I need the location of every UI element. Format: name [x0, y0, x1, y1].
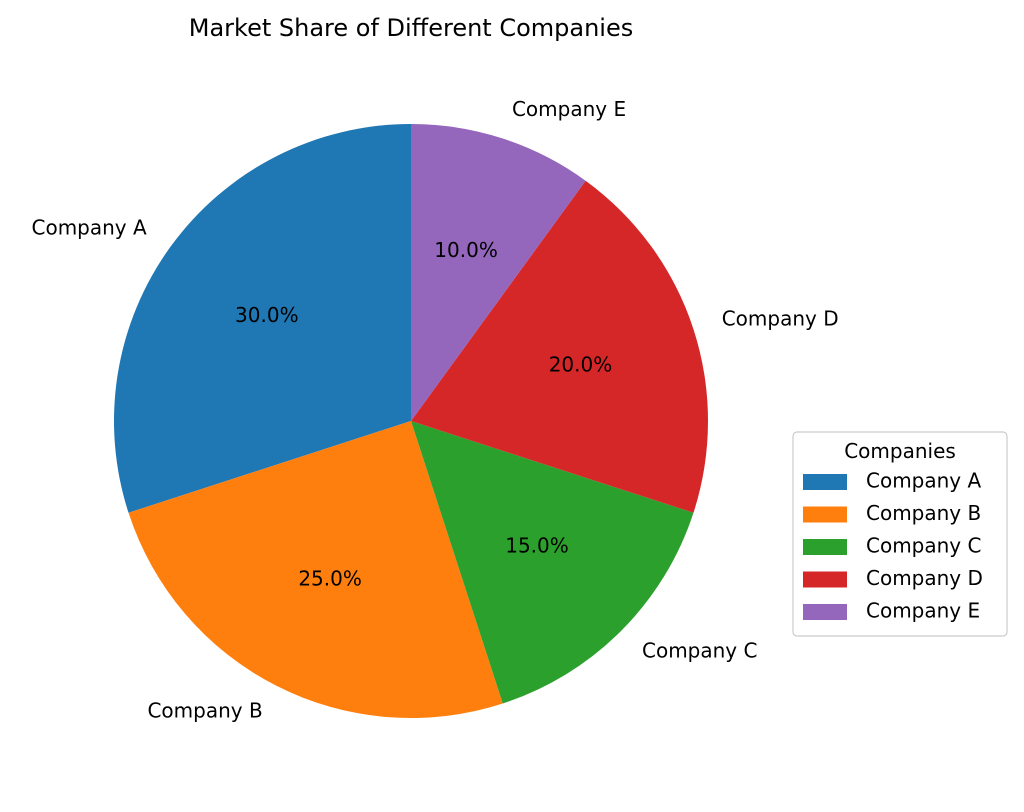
- legend-swatch-company-e: [803, 604, 847, 620]
- percent-labels: 30.0% 25.0% 15.0% 20.0% 10.0%: [235, 238, 612, 590]
- pie-slice-company-e: [411, 123, 586, 421]
- percent-label-company-c: 15.0%: [505, 534, 569, 558]
- legend-label-company-b: Company B: [866, 501, 981, 525]
- legend-items: Company A Company B Company C Company D Comp…: [803, 469, 983, 623]
- legend-label-company-e: Company E: [866, 599, 980, 623]
- slice-label-company-c: Company C: [642, 639, 757, 663]
- pie-slices: [113, 123, 708, 718]
- legend-swatch-company-d: [803, 571, 847, 588]
- legend-swatch-company-c: [803, 539, 847, 555]
- legend-label-company-c: Company C: [866, 534, 981, 558]
- percent-label-company-a: 30.0%: [235, 303, 299, 327]
- slice-label-company-e: Company E: [512, 97, 626, 121]
- percent-label-company-e: 10.0%: [434, 238, 498, 262]
- legend-label-company-d: Company D: [866, 566, 983, 590]
- pie-slice-company-a: [113, 124, 412, 513]
- slice-label-company-a: Company A: [32, 215, 148, 239]
- legend-swatch-company-b: [803, 506, 847, 523]
- slice-labels: Company A Company B Company C Company D Comp…: [32, 97, 839, 723]
- slice-label-company-b: Company B: [147, 699, 262, 723]
- chart-title: Market Share of Different Companies: [189, 14, 634, 42]
- pie-slice-company-c: [411, 421, 694, 704]
- slice-label-company-d: Company D: [722, 307, 839, 331]
- pie-slice-company-d: [411, 180, 708, 513]
- legend-swatch-company-a: [803, 474, 847, 490]
- percent-label-company-d: 20.0%: [549, 352, 613, 376]
- percent-label-company-b: 25.0%: [298, 566, 362, 590]
- pie-slice-company-b: [128, 421, 503, 718]
- legend-title: Companies: [844, 439, 956, 463]
- legend-label-company-a: Company A: [866, 469, 982, 493]
